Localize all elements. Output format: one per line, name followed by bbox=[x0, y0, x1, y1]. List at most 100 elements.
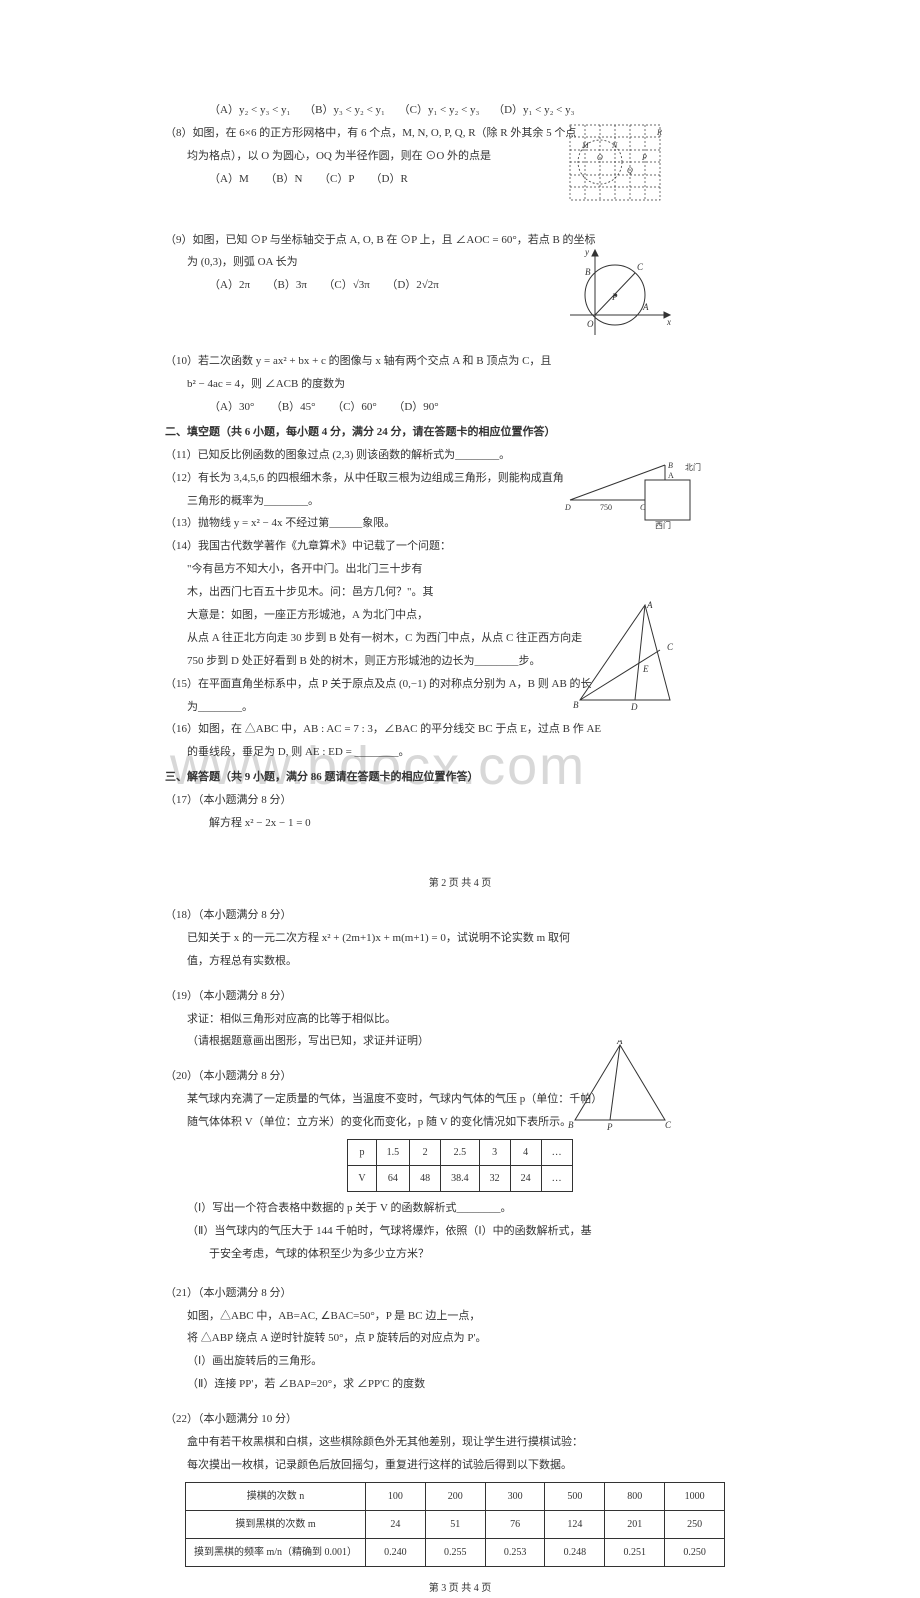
svg-text:B: B bbox=[568, 1120, 574, 1130]
cell: 摸棋的次数 n bbox=[186, 1482, 366, 1510]
cell: 24 bbox=[366, 1510, 426, 1538]
cell: 3 bbox=[479, 1139, 510, 1165]
table-row: 摸棋的次数 n 100 200 300 500 800 1000 bbox=[186, 1482, 725, 1510]
q14a: （14）我国古代数学著作《九章算术》中记载了一个问题： bbox=[165, 536, 755, 557]
cell: 51 bbox=[425, 1510, 485, 1538]
q20e: （Ⅱ）当气球内的气压大于 144 千帕时，气球将爆炸，依照（Ⅰ）中的函数解析式，… bbox=[165, 1221, 755, 1242]
q8-figure: M N O P Q R bbox=[565, 120, 675, 218]
section2-heading: 二、填空题（共 6 小题，每小题 4 分，满分 24 分，请在答题卡的相应位置作… bbox=[165, 422, 755, 443]
cell: … bbox=[541, 1139, 572, 1165]
cell: 500 bbox=[545, 1482, 605, 1510]
svg-text:B: B bbox=[573, 700, 579, 710]
svg-text:西门: 西门 bbox=[655, 520, 671, 530]
svg-text:P: P bbox=[641, 153, 647, 162]
table-row: 摸到黑棋的次数 m 24 51 76 124 201 250 bbox=[186, 1510, 725, 1538]
q16b: 的垂线段，垂足为 D, 则 AE : ED = ________。 bbox=[165, 742, 755, 763]
q22b: 盒中有若干枚黑棋和白棋，这些棋除颜色外无其他差别，现让学生进行摸棋试验： bbox=[165, 1432, 755, 1453]
svg-text:R: R bbox=[656, 128, 662, 137]
svg-text:B: B bbox=[585, 267, 591, 277]
cell: 0.240 bbox=[366, 1538, 426, 1566]
cell: 250 bbox=[665, 1510, 725, 1538]
cell: 0.251 bbox=[605, 1538, 665, 1566]
q10-stem: （10）若二次函数 y = ax² + bx + c 的图像与 x 轴有两个交点… bbox=[165, 351, 755, 372]
svg-text:A: A bbox=[668, 471, 674, 480]
q18a: （18）（本小题满分 8 分） bbox=[165, 905, 755, 926]
cell: 800 bbox=[605, 1482, 665, 1510]
svg-text:P: P bbox=[606, 1122, 613, 1130]
q18c: 值，方程总有实数根。 bbox=[165, 951, 755, 972]
page-footer-1: 第 2 页 共 4 页 bbox=[165, 874, 755, 893]
svg-text:C: C bbox=[665, 1120, 672, 1130]
cell: 38.4 bbox=[441, 1165, 480, 1191]
q22a: （22）（本小题满分 10 分） bbox=[165, 1409, 755, 1430]
svg-text:D: D bbox=[630, 702, 638, 712]
q22-table: 摸棋的次数 n 100 200 300 500 800 1000 摸到黑棋的次数… bbox=[185, 1482, 725, 1567]
q14-figure: AB 北门 C D 750 西门 bbox=[555, 460, 705, 538]
q21d: （Ⅰ）画出旋转后的三角形。 bbox=[165, 1351, 755, 1372]
cell: … bbox=[541, 1165, 572, 1191]
page-content: （A）y₂ < y₃ < y₁ （B）y₃ < y₂ < y₁ （C）y₁ < … bbox=[165, 100, 755, 1598]
cell: 76 bbox=[485, 1510, 545, 1538]
page-footer-2: 第 3 页 共 4 页 bbox=[165, 1579, 755, 1598]
svg-text:y: y bbox=[584, 247, 589, 257]
q21a: （21）（本小题满分 8 分） bbox=[165, 1283, 755, 1304]
cell: V bbox=[348, 1165, 376, 1191]
svg-text:M: M bbox=[581, 141, 590, 150]
svg-text:C: C bbox=[640, 503, 646, 512]
svg-text:N: N bbox=[611, 141, 618, 150]
q18b: 已知关于 x 的一元二次方程 x² + (2m+1)x + m(m+1) = 0… bbox=[165, 928, 755, 949]
svg-text:750: 750 bbox=[600, 503, 612, 512]
svg-text:A: A bbox=[646, 600, 653, 610]
triangle-icon: AB CD E bbox=[565, 600, 685, 715]
cell: 1.5 bbox=[376, 1139, 410, 1165]
cell: 0.255 bbox=[425, 1538, 485, 1566]
cell: 300 bbox=[485, 1482, 545, 1510]
q21-figure: A B P C bbox=[565, 1040, 675, 1138]
q16-figure: AB CD E bbox=[565, 600, 685, 723]
cell: 201 bbox=[605, 1510, 665, 1538]
svg-text:北门: 北门 bbox=[685, 462, 701, 472]
q10-stem2: b² − 4ac = 4，则 ∠ACB 的度数为 bbox=[165, 374, 755, 395]
svg-text:C: C bbox=[637, 262, 644, 272]
q17b: 解方程 x² − 2x − 1 = 0 bbox=[165, 813, 755, 834]
q7-b: （B）y₃ < y₂ < y₁ bbox=[304, 104, 385, 116]
q19a: （19）（本小题满分 8 分） bbox=[165, 986, 755, 1007]
section3-heading: 三、解答题（共 9 小题，满分 86 题请在答题卡的相应位置作答） bbox=[165, 767, 755, 788]
cell: 24 bbox=[510, 1165, 541, 1191]
table-row: 摸到黑棋的频率 m/n（精确到 0.001） 0.240 0.255 0.253… bbox=[186, 1538, 725, 1566]
cell: 0.250 bbox=[665, 1538, 725, 1566]
svg-text:A: A bbox=[642, 302, 649, 312]
svg-text:D: D bbox=[564, 503, 571, 512]
svg-text:B: B bbox=[668, 461, 673, 470]
cell: 摸到黑棋的次数 m bbox=[186, 1510, 366, 1538]
svg-text:Q: Q bbox=[627, 166, 633, 175]
q7-d: （D）y₁ < y₂ < y₃ bbox=[493, 104, 574, 116]
q21e: （Ⅱ）连接 PP'，若 ∠BAP=20°，求 ∠PP'C 的度数 bbox=[165, 1374, 755, 1395]
cell: 摸到黑棋的频率 m/n（精确到 0.001） bbox=[186, 1538, 366, 1566]
q7-c: （C）y₁ < y₂ < y₃ bbox=[399, 104, 480, 116]
q20f: 于安全考虑，气球的体积至少为多少立方米？ bbox=[165, 1244, 755, 1265]
q22c: 每次摸出一枚棋，记录颜色后放回摇匀，重复进行这样的试验后得到以下数据。 bbox=[165, 1455, 755, 1476]
cell: 64 bbox=[376, 1165, 410, 1191]
cell: 0.248 bbox=[545, 1538, 605, 1566]
cell: 2 bbox=[410, 1139, 441, 1165]
svg-text:P: P bbox=[611, 292, 618, 302]
svg-text:O: O bbox=[597, 153, 603, 162]
isoceles-triangle-icon: A B P C bbox=[565, 1040, 675, 1130]
grid-icon: M N O P Q R bbox=[565, 120, 675, 210]
cell: 1000 bbox=[665, 1482, 725, 1510]
cell: p bbox=[348, 1139, 376, 1165]
svg-text:x: x bbox=[666, 317, 671, 327]
table-row: p 1.5 2 2.5 3 4 … bbox=[348, 1139, 572, 1165]
q20-table: p 1.5 2 2.5 3 4 … V 64 48 38.4 32 24 … bbox=[347, 1139, 572, 1192]
cell: 0.253 bbox=[485, 1538, 545, 1566]
svg-text:A: A bbox=[616, 1040, 623, 1046]
svg-text:C: C bbox=[667, 642, 674, 652]
q9-figure: OC BA Pxy bbox=[565, 245, 675, 348]
table-row: V 64 48 38.4 32 24 … bbox=[348, 1165, 572, 1191]
q14b: "今有邑方不知大小，各开中门。出北门三十步有 bbox=[165, 559, 755, 580]
cell: 48 bbox=[410, 1165, 441, 1191]
q21c: 将 △ABP 绕点 A 逆时针旋转 50°，点 P 旋转后的对应点为 P'。 bbox=[165, 1328, 755, 1349]
q7-options: （A）y₂ < y₃ < y₁ （B）y₃ < y₂ < y₁ （C）y₁ < … bbox=[165, 100, 755, 121]
city-diagram-icon: AB 北门 C D 750 西门 bbox=[555, 460, 705, 530]
